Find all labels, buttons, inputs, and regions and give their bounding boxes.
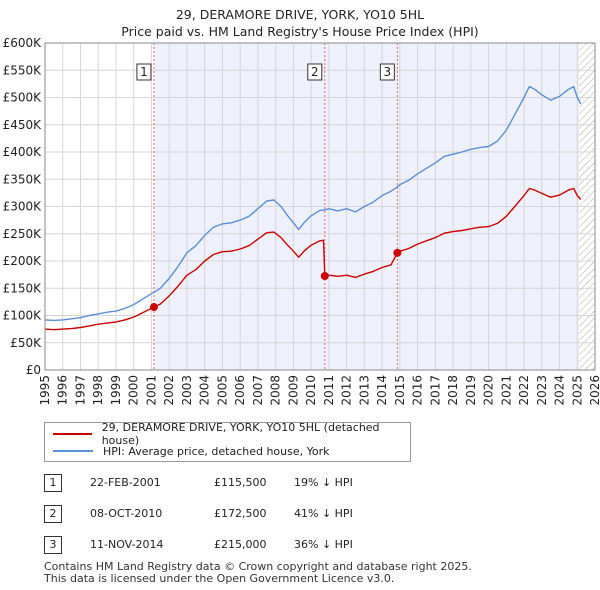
x-tick-label: 1996	[56, 375, 70, 406]
sale-2-point	[320, 271, 329, 280]
x-tick-label: 1998	[91, 375, 105, 406]
sale-3-label: 3	[384, 65, 392, 79]
x-tick-label: 2003	[180, 375, 194, 406]
y-tick-label: £250K	[3, 227, 43, 241]
footer-attribution: Contains HM Land Registry data © Crown c…	[44, 561, 472, 585]
sale-hpi-diff: 36% ↓ HPI	[294, 538, 353, 551]
legend-item-property: 29, DERAMORE DRIVE, YORK, YO10 5HL (deta…	[53, 421, 410, 447]
y-tick-label: £500K	[3, 91, 43, 105]
sale-price: £172,500	[214, 507, 267, 520]
plot-frame	[44, 42, 596, 371]
x-tick-label: 2019	[464, 375, 478, 406]
x-tick-label: 2022	[517, 375, 531, 406]
y-tick-label: £550K	[3, 63, 43, 77]
x-tick-label: 2004	[198, 375, 212, 406]
x-tick-label: 2017	[428, 375, 442, 406]
property-price-line	[44, 187, 582, 331]
y-tick-label: £600K	[3, 36, 43, 50]
x-tick-label: 2014	[375, 375, 389, 406]
sale-2-label-box	[307, 63, 323, 81]
x-tick-label: 2023	[535, 375, 549, 406]
x-tick-label: 2024	[553, 375, 567, 406]
y-tick-label: £450K	[3, 118, 43, 132]
x-tick-label: 2005	[215, 375, 229, 406]
y-tick-label: £0	[26, 363, 41, 377]
sale-date: 11-NOV-2014	[90, 538, 164, 551]
x-tick-label: 2006	[233, 375, 247, 406]
x-tick-label: 2021	[499, 375, 513, 406]
x-tick-label: 2009	[286, 375, 300, 406]
hpi-line	[44, 85, 582, 322]
chart-title: 29, DERAMORE DRIVE, YORK, YO10 5HL Price…	[0, 6, 600, 40]
x-tick-label: 2007	[251, 375, 265, 406]
sale-1-label-box	[136, 63, 152, 81]
sale-price: £215,000	[214, 538, 267, 551]
price-chart: £0 £50K £100K £150K £200K £250K £300K £350K £400…	[3, 36, 600, 406]
x-tick-label: 2002	[162, 375, 176, 406]
sale-marker: 1	[44, 474, 62, 492]
x-tick-label: 2016	[411, 375, 425, 406]
x-tick-label: 2000	[127, 375, 141, 406]
x-tick-label: 2012	[340, 375, 354, 406]
sale-date: 08-OCT-2010	[90, 507, 163, 520]
sale-marker: 3	[44, 536, 62, 554]
x-tick-label: 2011	[322, 375, 336, 406]
y-tick-label: £50K	[10, 336, 42, 350]
x-tick-label: 2008	[269, 375, 283, 406]
sale-price: £115,500	[214, 476, 267, 489]
y-tick-label: £300K	[3, 200, 43, 214]
sale-date: 22-FEB-2001	[90, 476, 161, 489]
y-tick-label: £350K	[3, 172, 43, 186]
title-line-2: Price paid vs. HM Land Registry's House …	[121, 24, 479, 39]
sale-hpi-diff: 41% ↓ HPI	[294, 507, 353, 520]
y-tick-label: £100K	[3, 309, 43, 323]
x-tick-label: 1995	[38, 375, 52, 406]
legend-label-property: 29, DERAMORE DRIVE, YORK, YO10 5HL (deta…	[101, 421, 380, 447]
footer-line-2: This data is licensed under the Open Gov…	[44, 572, 395, 585]
x-tick-label: 2026	[588, 375, 600, 406]
y-tick-label: £150K	[3, 281, 43, 295]
sale-3-point	[393, 248, 402, 257]
legend-item-hpi: HPI: Average price, detached house, York	[53, 443, 330, 459]
sale-marker: 2	[44, 505, 62, 523]
sale-hpi-diff: 19% ↓ HPI	[294, 476, 353, 489]
footer-line-1: Contains HM Land Registry data © Crown c…	[44, 560, 472, 573]
x-tick-label: 1997	[73, 375, 87, 406]
legend-swatch-hpi	[53, 450, 93, 452]
y-tick-label: £400K	[3, 145, 43, 159]
x-tick-label: 2018	[446, 375, 460, 406]
x-tick-label: 2013	[357, 375, 371, 406]
x-tick-label: 2020	[482, 375, 496, 406]
x-tick-label: 1999	[109, 375, 123, 406]
y-tick-label: £200K	[3, 254, 43, 268]
sale-1-label: 1	[140, 65, 148, 79]
legend-label-hpi: HPI: Average price, detached house, York	[103, 444, 330, 458]
legend: 29, DERAMORE DRIVE, YORK, YO10 5HL (deta…	[44, 421, 411, 462]
sale-3-label-box	[379, 63, 395, 81]
legend-swatch-property	[53, 433, 92, 435]
sale-2-label: 2	[311, 65, 319, 79]
x-tick-label: 2015	[393, 375, 407, 406]
x-tick-label: 2001	[144, 375, 158, 406]
title-line-1: 29, DERAMORE DRIVE, YORK, YO10 5HL	[175, 7, 425, 22]
x-tick-label: 2010	[304, 375, 318, 406]
x-tick-label: 2025	[570, 375, 584, 406]
sale-1-point	[149, 303, 158, 312]
